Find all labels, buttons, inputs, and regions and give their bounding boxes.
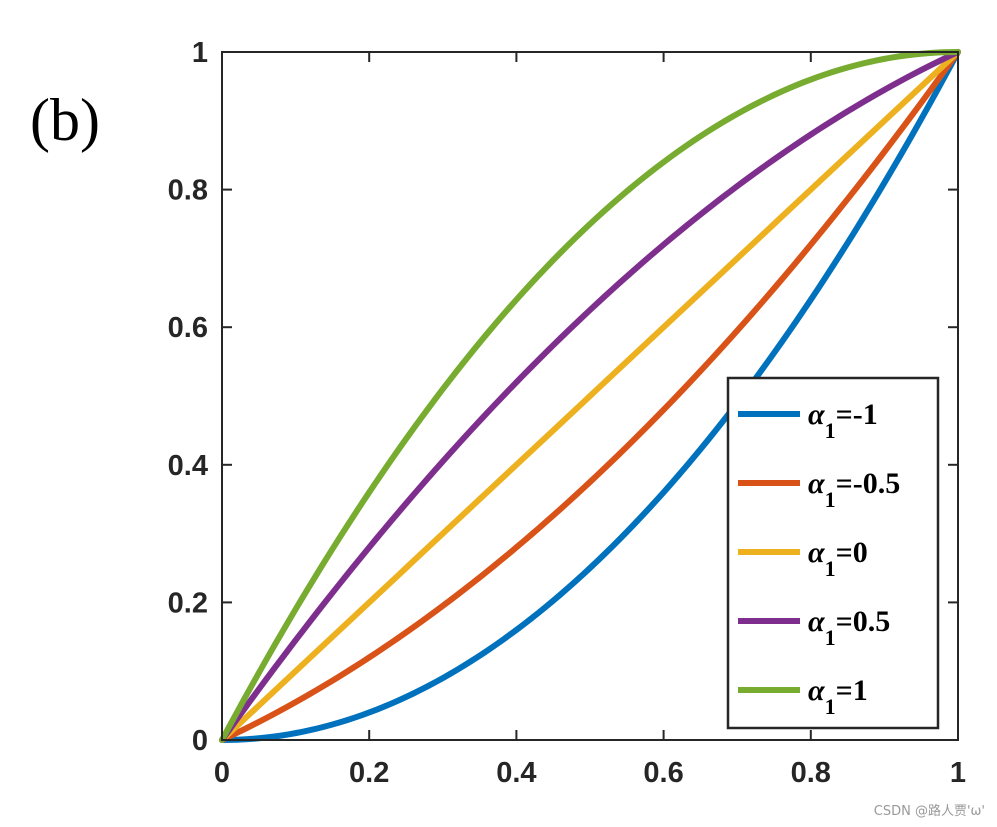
legend-subscript: 1 (825, 556, 836, 581)
legend-symbol: α (808, 674, 825, 707)
legend-subscript: 1 (825, 625, 836, 650)
y-tick-label: 0.8 (168, 175, 208, 207)
legend-entry-2: α1=0 (808, 536, 868, 581)
legend-subscript: 1 (825, 694, 836, 719)
legend-value: =1 (836, 674, 868, 707)
y-tick-label: 1 (192, 37, 208, 69)
legend: α1=-1α1=-0.5α1=0α1=0.5α1=1 (726, 376, 940, 730)
legend-subscript: 1 (825, 418, 836, 443)
legend-symbol: α (808, 398, 825, 431)
legend-entry-0: α1=-1 (808, 398, 878, 443)
ticks-layer: 0 0.2 0.4 0.6 0.8 1 0 0.2 0.4 0.6 0.8 1 (168, 37, 966, 789)
y-tick-label: 0 (192, 725, 208, 757)
series-line-4 (219, 49, 961, 743)
legend-entry-3: α1=0.5 (808, 605, 890, 650)
legend-subscript: 1 (825, 487, 836, 512)
x-tick-label: 0.4 (496, 757, 536, 789)
x-tick-label: 0.8 (791, 757, 831, 789)
watermark: CSDN @路人贾'ω' (874, 803, 985, 819)
legend-symbol: α (808, 536, 825, 569)
plot-area-frame (221, 51, 959, 741)
series-line-2 (219, 49, 961, 743)
x-tick-label: 0.6 (643, 757, 683, 789)
legend-entry-1: α1=-0.5 (808, 467, 900, 512)
legend-value: =0.5 (836, 605, 891, 638)
legend-value: =-1 (836, 398, 878, 431)
series-line-0 (219, 49, 961, 743)
y-tick-label: 0.2 (168, 587, 208, 619)
x-tick-label: 1 (950, 757, 966, 789)
legend-entry-4: α1=1 (808, 674, 868, 719)
y-tick-label: 0.6 (168, 312, 208, 344)
x-tick-label: 0.2 (349, 757, 389, 789)
legend-value: =0 (836, 536, 868, 569)
panel-label: (b) (30, 87, 100, 153)
y-tick-label: 0.4 (168, 450, 208, 482)
series-line-3 (219, 49, 961, 743)
legend-symbol: α (808, 467, 825, 500)
series-line-1 (219, 49, 961, 743)
series-layer (219, 49, 961, 743)
legend-value: =-0.5 (836, 467, 901, 500)
legend-symbol: α (808, 605, 825, 638)
x-tick-label: 0 (214, 757, 230, 789)
